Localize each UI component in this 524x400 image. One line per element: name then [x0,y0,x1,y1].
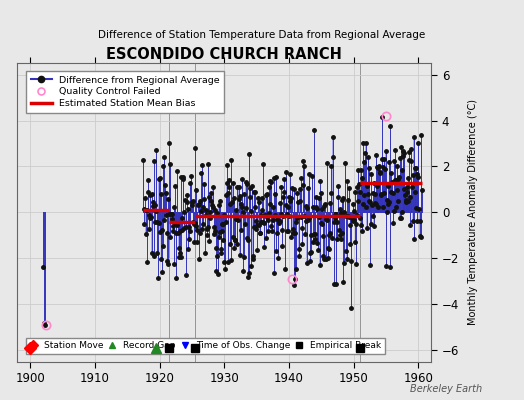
Title: ESCONDIDO CHURCH RANCH: ESCONDIDO CHURCH RANCH [106,47,342,62]
Text: Difference of Station Temperature Data from Regional Average: Difference of Station Temperature Data f… [99,30,425,40]
Y-axis label: Monthly Temperature Anomaly Difference (°C): Monthly Temperature Anomaly Difference (… [467,99,477,325]
Text: Berkeley Earth: Berkeley Earth [410,384,482,394]
Legend: Station Move, Record Gap, Time of Obs. Change, Empirical Break: Station Move, Record Gap, Time of Obs. C… [26,338,385,354]
